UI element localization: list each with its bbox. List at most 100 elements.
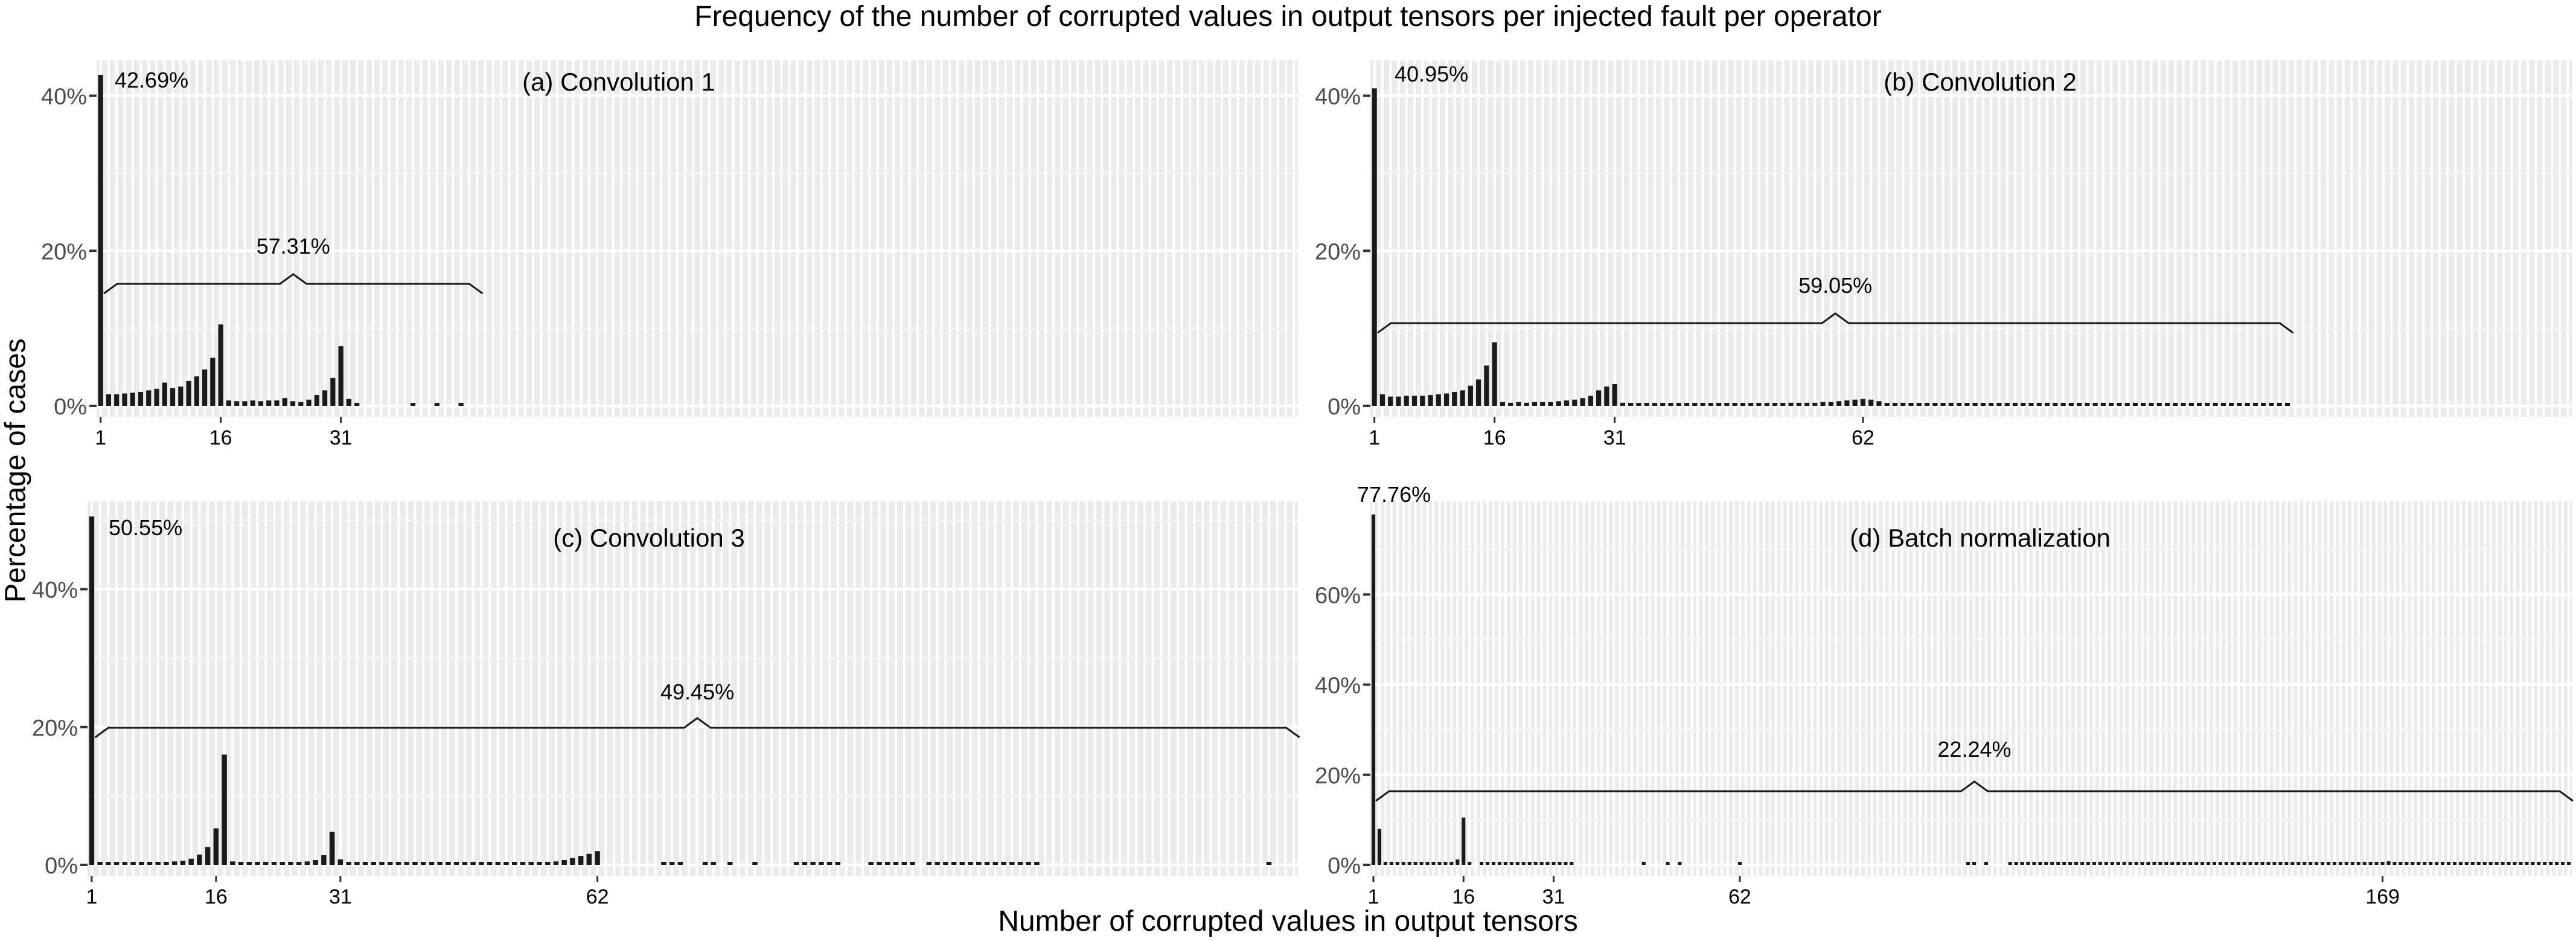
bar (561, 860, 567, 865)
bar (1772, 403, 1778, 406)
bar (1641, 862, 1646, 865)
bar (926, 862, 932, 865)
bar (154, 388, 159, 406)
bar (188, 858, 194, 865)
bar (1556, 401, 1561, 406)
bar (1916, 403, 1922, 406)
bar (2392, 862, 2397, 865)
bar (702, 862, 708, 865)
bar (222, 754, 227, 865)
bar (2237, 403, 2242, 406)
bar (2044, 403, 2050, 406)
bar (2188, 403, 2194, 406)
y-tick-label: 0% (1328, 394, 1361, 420)
bar (1932, 403, 1938, 406)
bar (2525, 862, 2529, 865)
bar (1413, 862, 1417, 865)
bar (2140, 862, 2144, 865)
bar (2326, 862, 2331, 865)
bar (1844, 400, 1850, 406)
bar (1620, 402, 1626, 406)
bar (371, 862, 377, 865)
bar (1732, 403, 1737, 406)
bar (984, 862, 990, 865)
bar (1515, 862, 1520, 865)
bar (1509, 862, 1513, 865)
bar (146, 390, 152, 406)
bar (2290, 862, 2295, 865)
bar (2104, 862, 2108, 865)
bar (992, 862, 999, 865)
bar (2399, 862, 2403, 865)
bar (194, 376, 199, 406)
bar (1948, 403, 1954, 406)
bar (2196, 403, 2202, 406)
bar (1428, 395, 1433, 406)
bar (2242, 862, 2246, 865)
bar (1404, 396, 1409, 406)
bar (826, 862, 833, 865)
bar (2429, 862, 2433, 865)
y-tick-label: 20% (41, 239, 87, 265)
bar (2188, 862, 2193, 865)
bar (1484, 365, 1489, 406)
bar (1443, 862, 1448, 865)
bar (2309, 862, 2313, 865)
bar (1468, 385, 1473, 406)
bar (258, 401, 264, 406)
bar (1564, 862, 1568, 865)
bar (2252, 403, 2258, 406)
bar (1437, 862, 1442, 865)
bar (98, 74, 103, 406)
panel-title: (b) Convolution 2 (1884, 68, 2077, 96)
bar (155, 862, 161, 865)
bar (819, 862, 824, 865)
bar (2229, 403, 2234, 406)
bar (2092, 403, 2098, 406)
bar (2513, 862, 2517, 865)
bar (2032, 862, 2036, 865)
bar (2470, 862, 2475, 865)
bar (1796, 402, 1801, 406)
bar (1636, 403, 1641, 406)
y-tick-label: 20% (32, 716, 78, 741)
bar (553, 861, 559, 865)
bar (1966, 862, 1970, 865)
bar (2021, 403, 2026, 406)
bar (1443, 393, 1449, 406)
bar (2213, 403, 2218, 406)
bar (379, 862, 385, 865)
bar (2036, 403, 2042, 406)
bar (1984, 862, 1988, 865)
panel-title: (c) Convolution 3 (553, 524, 744, 552)
bar (2149, 403, 2154, 406)
bar (1740, 403, 1746, 406)
bar (1588, 396, 1593, 406)
bar (1462, 817, 1466, 865)
bar (2440, 862, 2445, 865)
bar (1964, 403, 1970, 406)
bar (2053, 403, 2058, 406)
x-tick-label: 1 (1368, 885, 1379, 908)
bar (1989, 403, 1994, 406)
bar (2056, 862, 2060, 865)
bar (2248, 862, 2252, 865)
bar-value-label: 40.95% (1395, 62, 1468, 86)
bar (2537, 862, 2541, 865)
bar (1836, 401, 1842, 406)
x-tick-label: 1 (1369, 426, 1380, 449)
x-tick-label: 31 (1542, 885, 1565, 908)
bar (180, 861, 186, 865)
panel-b: 0% 20% 40% 1 16 31 62 40.95% (b) Convolution 2 59… (1315, 60, 2572, 449)
bar (2194, 862, 2199, 865)
bracket-label: 57.31% (257, 234, 330, 259)
bar (669, 862, 675, 865)
bar (935, 862, 940, 865)
bar (877, 862, 882, 865)
bar (1780, 403, 1786, 406)
bar (2068, 403, 2074, 406)
bar (362, 862, 368, 865)
bar (2507, 862, 2511, 865)
bar (2374, 862, 2379, 865)
bar (2122, 862, 2126, 865)
